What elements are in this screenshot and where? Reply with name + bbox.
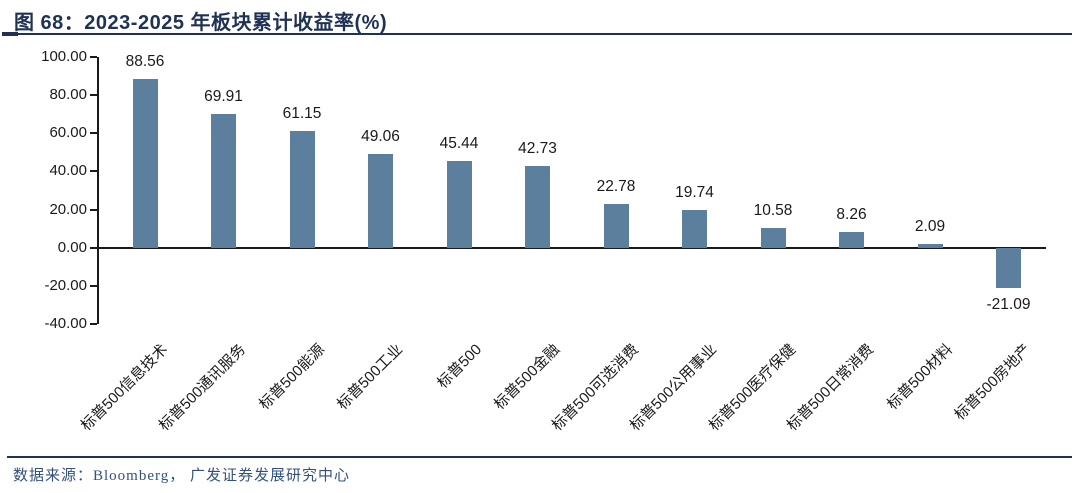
bar-value-label: 88.56 xyxy=(125,52,165,70)
y-tick-label: 20.00 xyxy=(49,200,87,218)
y-axis-tick xyxy=(90,132,97,135)
x-category-label: 标普500 xyxy=(434,341,486,392)
bar xyxy=(446,161,472,248)
bar xyxy=(839,231,864,248)
bar-value-label: 69.91 xyxy=(204,88,243,106)
x-category-label: 标普500金融 xyxy=(491,341,564,414)
x-category-label: 标普500通讯服务 xyxy=(156,341,250,435)
bar xyxy=(996,247,1021,288)
y-axis-tick xyxy=(90,323,97,325)
y-axis-tick xyxy=(90,94,97,97)
y-axis-tick xyxy=(90,208,97,211)
bar xyxy=(211,114,236,248)
bar xyxy=(289,131,315,248)
bar xyxy=(132,78,158,248)
y-tick-label: -20.00 xyxy=(44,276,87,294)
bar-value-label: 22.78 xyxy=(596,178,636,196)
y-tick-label: 80.00 xyxy=(49,86,87,104)
bar xyxy=(760,227,786,248)
bar xyxy=(368,154,393,248)
bar xyxy=(682,210,707,248)
bar-value-label: 8.26 xyxy=(836,205,867,223)
bar-value-label: 61.15 xyxy=(282,105,322,123)
x-category-label: 标普500能源 xyxy=(255,341,329,414)
y-axis-tick xyxy=(90,56,97,58)
title-divider xyxy=(7,33,1072,35)
bar xyxy=(917,243,943,248)
y-tick-label: -40.00 xyxy=(44,315,87,332)
x-axis-line xyxy=(97,246,1046,249)
bar xyxy=(603,204,629,248)
x-category-label: 标普500房地产 xyxy=(951,341,1035,424)
y-axis-tick xyxy=(90,246,97,249)
y-axis-tick xyxy=(90,284,97,287)
y-axis-tick xyxy=(90,170,97,173)
bar-value-label: 2.09 xyxy=(914,217,946,235)
bar-value-label: 49.06 xyxy=(361,128,400,146)
bar-value-label: 19.74 xyxy=(675,184,714,202)
bar-value-label: 42.73 xyxy=(518,140,557,158)
data-source-text: 数据来源：Bloomberg， 广发证券发展研究中心 xyxy=(13,468,350,484)
figure-title: 图 68：2023-2025 年板块累计收益率(%) xyxy=(14,12,388,34)
y-tick-label: 100.00 xyxy=(41,48,87,65)
bar-value-label: -21.09 xyxy=(986,295,1031,313)
x-category-label: 标普500材料 xyxy=(883,341,957,414)
y-tick-label: 0.00 xyxy=(57,238,87,256)
bar xyxy=(525,166,550,248)
y-tick-label: 40.00 xyxy=(49,162,87,180)
bar-value-label: 10.58 xyxy=(753,201,793,219)
x-category-label: 标普500工业 xyxy=(334,341,407,414)
y-axis-line xyxy=(97,57,99,324)
y-tick-label: 60.00 xyxy=(49,124,87,142)
bar-value-label: 45.44 xyxy=(439,135,479,153)
footer-divider xyxy=(7,456,1072,458)
x-category-label: 标普500日常消费 xyxy=(784,341,878,435)
